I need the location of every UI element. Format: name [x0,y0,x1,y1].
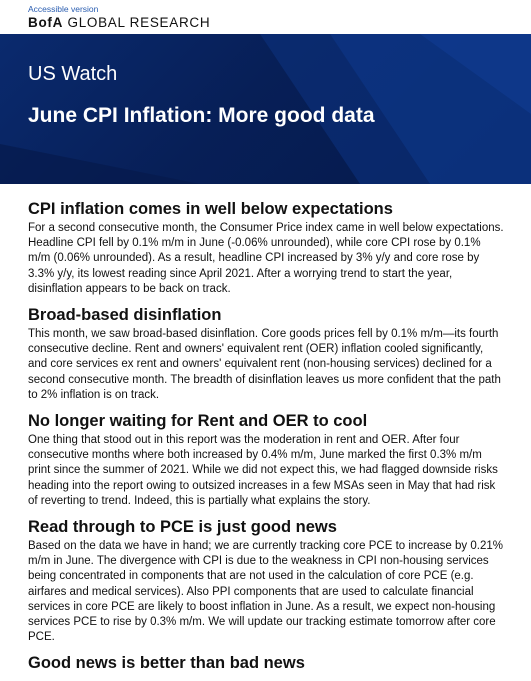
brand-rest: GLOBAL RESEARCH [63,15,211,30]
section-heading: Read through to PCE is just good news [28,518,337,537]
section-paragraph: Based on the data we have in hand; we ar… [28,540,503,644]
accessible-version-link[interactable]: Accessible version [28,4,99,14]
report-banner: US Watch June CPI Inflation: More good d… [0,34,531,184]
section-paragraph: For a second consecutive month, the Cons… [28,222,504,295]
section-heading: Broad-based disinflation [28,306,222,325]
section-rent-oer: No longer waiting for Rent and OER to co… [28,411,504,509]
section-paragraph: This month, we saw broad-based disinflat… [28,328,501,401]
top-bar: Accessible version BofA GLOBAL RESEARCH [0,0,531,34]
brand-bold: BofA [28,15,64,30]
section-broad-based: Broad-based disinflation This month, we … [28,305,504,403]
article-body: CPI inflation comes in well below expect… [28,199,504,681]
section-paragraph: One thing that stood out in this report … [28,434,498,507]
section-pce: Read through to PCE is just good news Ba… [28,517,504,645]
section-cpi-expectations: CPI inflation comes in well below expect… [28,199,504,297]
banner-decoration [0,34,531,184]
section-heading: No longer waiting for Rent and OER to co… [28,412,368,431]
section-heading: Good news is better than bad news [28,654,305,673]
brand-name: BofA GLOBAL RESEARCH [28,15,210,30]
report-headline: June CPI Inflation: More good data [28,104,375,127]
section-heading: CPI inflation comes in well below expect… [28,200,393,218]
series-name: US Watch [28,63,118,85]
section-good-news: Good news is better than bad news [28,653,504,673]
